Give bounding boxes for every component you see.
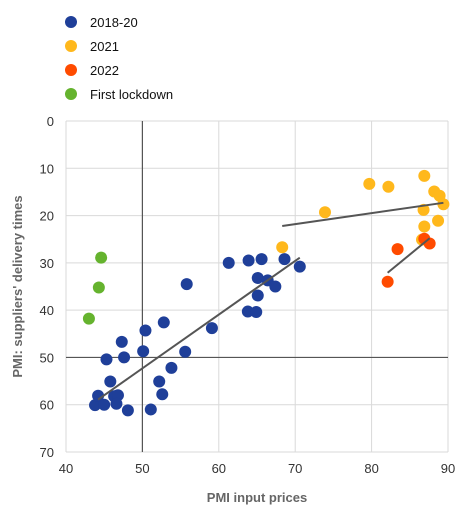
data-point bbox=[137, 345, 150, 358]
data-point bbox=[118, 351, 131, 364]
legend-marker bbox=[65, 16, 77, 28]
data-point bbox=[157, 316, 170, 329]
data-point bbox=[104, 375, 117, 388]
trend-line bbox=[282, 201, 444, 227]
y-tick-label: 60 bbox=[40, 398, 54, 413]
x-tick-label: 90 bbox=[441, 461, 455, 476]
x-tick-label: 60 bbox=[212, 461, 226, 476]
data-point bbox=[255, 253, 268, 266]
y-tick-label: 20 bbox=[40, 209, 54, 224]
tick-labels: 40 50 60 70 80 90 0 10 20 30 40 50 60 70 bbox=[40, 114, 456, 476]
y-axis-title: PMI: suppliers' delivery times bbox=[10, 195, 25, 377]
legend-marker bbox=[65, 40, 77, 52]
data-point bbox=[156, 388, 169, 401]
data-point bbox=[92, 281, 105, 294]
data-point bbox=[250, 306, 263, 319]
data-point bbox=[89, 399, 102, 412]
data-point bbox=[363, 177, 376, 190]
data-point bbox=[153, 375, 166, 388]
data-point bbox=[115, 335, 128, 348]
legend: 2018-20 2021 2022 First lockdown bbox=[65, 15, 173, 102]
x-tick-label: 80 bbox=[364, 461, 378, 476]
data-point bbox=[251, 289, 264, 302]
data-points bbox=[82, 169, 450, 417]
data-point bbox=[110, 397, 123, 410]
data-point bbox=[269, 280, 282, 293]
data-point bbox=[382, 180, 395, 193]
trend-lines bbox=[97, 201, 444, 401]
data-point bbox=[95, 251, 108, 264]
legend-label: 2018-20 bbox=[90, 15, 138, 30]
legend-marker bbox=[65, 64, 77, 76]
y-tick-label: 30 bbox=[40, 256, 54, 271]
data-point bbox=[92, 389, 105, 402]
trend-line bbox=[387, 237, 431, 274]
data-point bbox=[432, 214, 445, 227]
data-point bbox=[205, 322, 218, 335]
data-point bbox=[100, 353, 113, 366]
data-point bbox=[121, 404, 134, 417]
data-point bbox=[82, 312, 95, 325]
y-tick-label: 0 bbox=[47, 114, 54, 129]
trend-line bbox=[97, 256, 301, 401]
y-tick-label: 40 bbox=[40, 303, 54, 318]
legend-label: First lockdown bbox=[90, 87, 173, 102]
y-tick-label: 50 bbox=[40, 350, 54, 365]
y-tick-label: 10 bbox=[40, 161, 54, 176]
data-point bbox=[242, 254, 255, 267]
x-tick-label: 50 bbox=[135, 461, 149, 476]
data-point bbox=[165, 361, 178, 374]
data-point bbox=[139, 324, 152, 337]
data-point bbox=[278, 253, 291, 266]
data-point bbox=[144, 403, 157, 416]
y-tick-label: 70 bbox=[40, 445, 54, 460]
data-point bbox=[318, 206, 331, 219]
data-point bbox=[418, 220, 431, 233]
data-point bbox=[293, 260, 306, 273]
data-point bbox=[179, 345, 192, 358]
legend-label: 2021 bbox=[90, 39, 119, 54]
legend-marker bbox=[65, 88, 77, 100]
x-axis-title: PMI input prices bbox=[207, 490, 307, 505]
data-point bbox=[222, 256, 235, 269]
data-point bbox=[276, 241, 289, 254]
data-point bbox=[418, 169, 431, 182]
data-point bbox=[251, 271, 264, 284]
data-point bbox=[391, 243, 404, 256]
data-point bbox=[381, 275, 394, 288]
data-point bbox=[180, 278, 193, 291]
x-tick-label: 70 bbox=[288, 461, 302, 476]
legend-label: 2022 bbox=[90, 63, 119, 78]
data-point bbox=[98, 398, 111, 411]
data-point bbox=[437, 198, 450, 211]
x-tick-label: 40 bbox=[59, 461, 73, 476]
